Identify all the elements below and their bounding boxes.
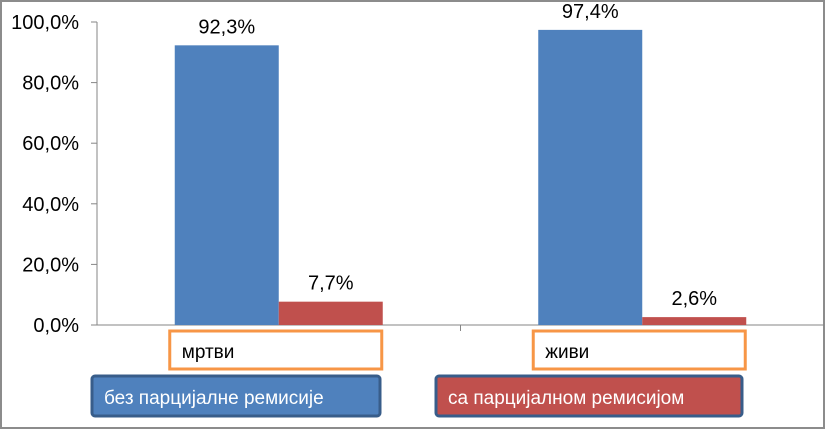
bar-value-label: 2,6% <box>671 288 717 310</box>
legend-item <box>90 374 382 418</box>
data-labels: 92,3% 7,7% 97,4% 2,6% <box>198 1 717 310</box>
bar-value-label: 7,7% <box>308 273 354 295</box>
category-label: живи <box>545 342 589 363</box>
y-tick-label: 100,0% <box>11 12 79 34</box>
bar <box>174 45 279 326</box>
category-label-box <box>531 329 747 371</box>
y-tick-label: 0,0% <box>33 315 79 337</box>
bar <box>278 301 383 325</box>
bar <box>642 317 747 325</box>
bar-value-label: 97,4% <box>562 1 619 23</box>
bar <box>538 29 643 326</box>
category-label: мртви <box>182 342 235 363</box>
y-tick-label: 40,0% <box>22 194 79 216</box>
legend-label: без парцијалне ремисије <box>104 388 324 409</box>
y-tick-label: 20,0% <box>22 254 79 276</box>
bars <box>174 29 747 326</box>
legend-item <box>434 374 744 418</box>
category-labels: мртви живи <box>168 329 747 371</box>
y-tick-label: 80,0% <box>22 73 79 95</box>
legend: без парцијалне ремисије са парцијалном ре… <box>90 374 744 418</box>
y-tick-label: 60,0% <box>22 133 79 155</box>
category-label-box <box>168 329 384 371</box>
bar-value-label: 92,3% <box>198 16 255 38</box>
legend-label: са парцијалном ремисијом <box>448 388 684 409</box>
